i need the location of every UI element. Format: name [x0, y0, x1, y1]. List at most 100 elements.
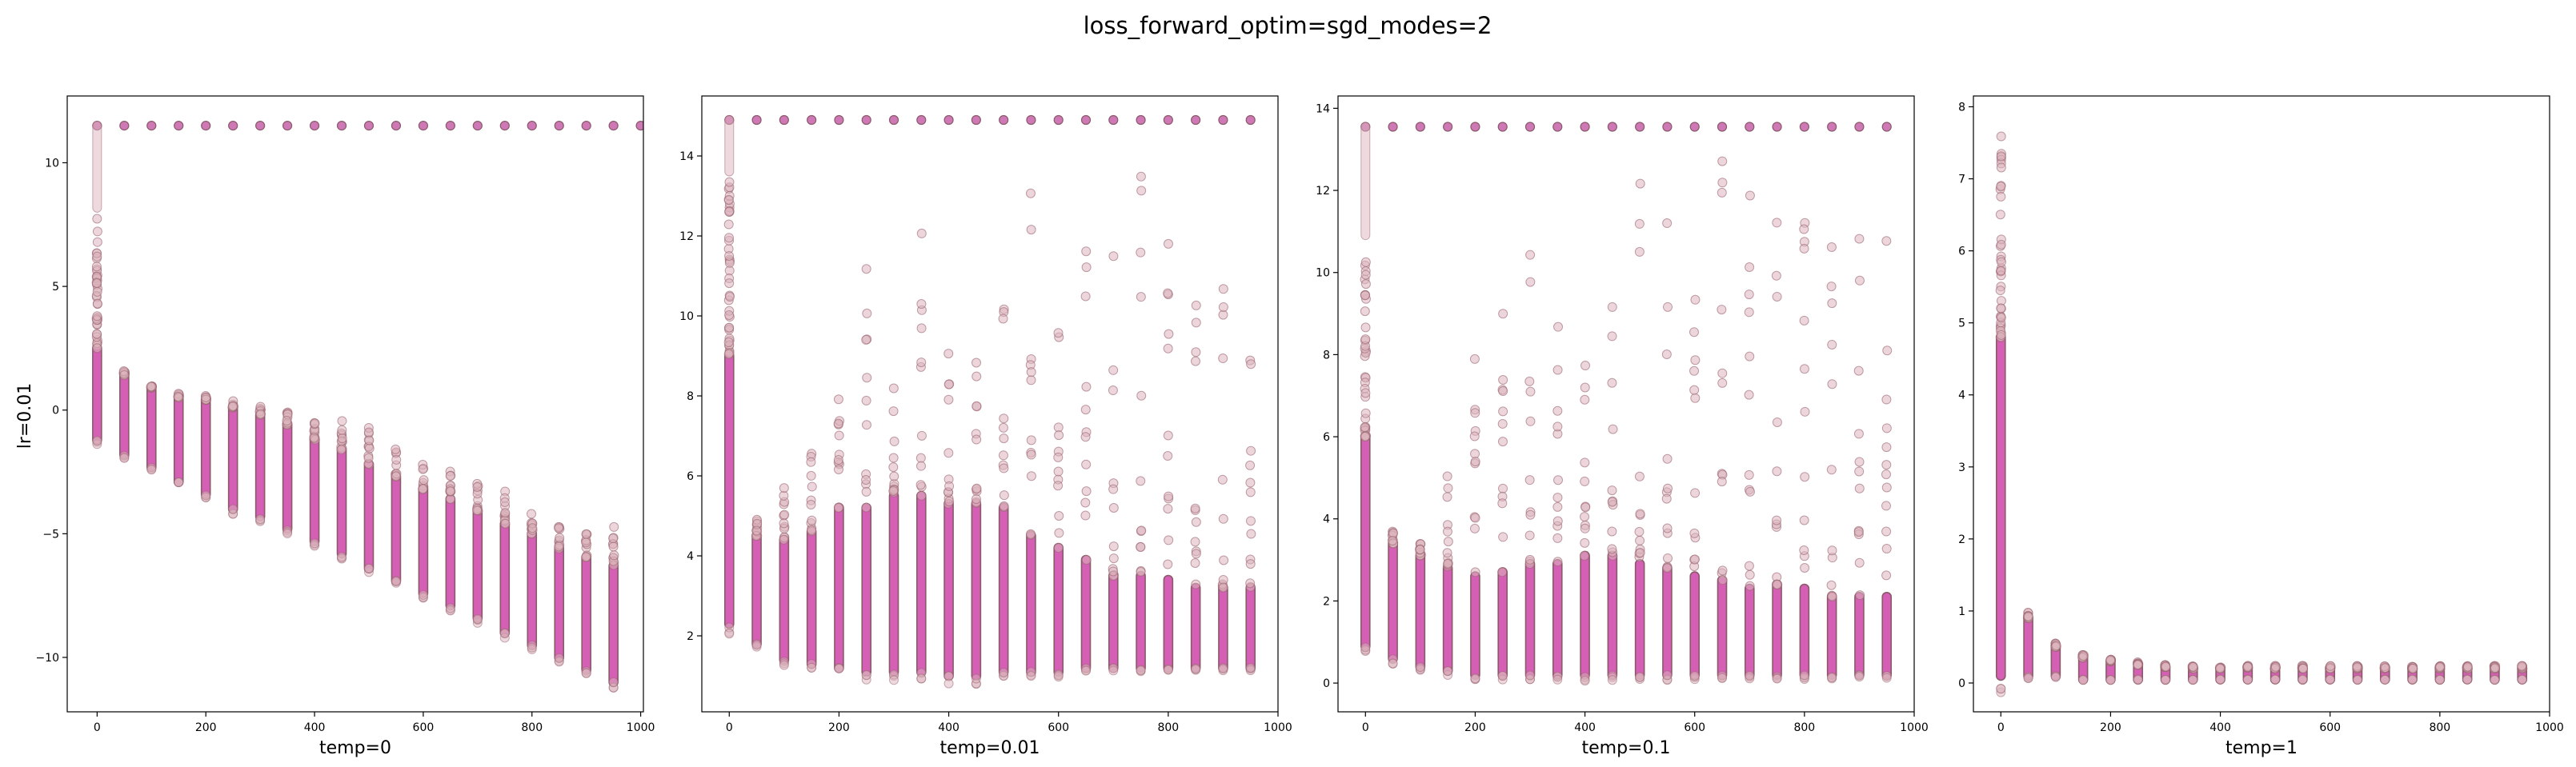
data-point: [1080, 510, 1091, 521]
data-point: [1081, 382, 1092, 392]
plateau-point: [971, 114, 981, 126]
data-point: [1443, 558, 1453, 569]
subplot-2: 0 200 400 600 800 1000 2 4 6 8 10 12 14 temp=0.01: [679, 95, 1292, 758]
plateau-point: [1607, 122, 1617, 132]
data-point: [916, 323, 927, 334]
data-point: [1717, 156, 1728, 166]
data-point: [1136, 525, 1147, 536]
plateau-point: [554, 121, 564, 131]
data-point: [861, 395, 871, 405]
data-point: [1580, 502, 1591, 513]
data-point: [1771, 270, 1781, 281]
data-point: [1218, 582, 1228, 593]
data-point: [2215, 674, 2225, 685]
data-point: [201, 490, 211, 501]
data-point: [1662, 563, 1673, 573]
plateau-point: [1470, 122, 1480, 132]
data-point: [282, 416, 292, 426]
data-point: [1388, 658, 1398, 669]
data-point: [1799, 670, 1809, 681]
data-point: [723, 337, 734, 347]
data-point: [1498, 406, 1508, 417]
y-tick-label: 2: [687, 630, 694, 643]
data-point: [862, 373, 872, 383]
data-point: [1524, 376, 1535, 386]
data-point: [1108, 385, 1118, 396]
y-tick-label: 1: [1958, 605, 1965, 618]
data-point: [861, 420, 871, 430]
data-point: [500, 518, 511, 529]
data-point: [724, 310, 735, 320]
data-point: [527, 523, 538, 533]
subplot-3: 0 200 400 600 800 1000 0 2 4 6 8 10 12 14 temp=0.1: [1316, 95, 1929, 758]
plateau-point: [581, 121, 591, 131]
data-point: [1163, 665, 1173, 675]
point-cluster: [1360, 431, 1371, 652]
data-point: [2490, 674, 2500, 685]
point-cluster: [1662, 563, 1673, 681]
data-point: [1164, 491, 1174, 501]
data-point: [500, 508, 511, 518]
point-cluster: [724, 115, 735, 177]
plateau-point: [1717, 122, 1728, 132]
data-point: [1826, 580, 1837, 590]
data-point: [1635, 672, 1645, 682]
plateau-point: [1662, 122, 1673, 132]
data-point: [1744, 307, 1754, 318]
data-point: [2380, 674, 2390, 685]
data-point: [336, 445, 347, 455]
x-tick-label: 0: [1362, 721, 1369, 734]
data-point: [1799, 224, 1809, 234]
plateau-point: [1799, 122, 1809, 132]
point-cluster: [1442, 563, 1453, 676]
data-point: [1136, 390, 1147, 401]
x-tick-label: 800: [521, 721, 543, 734]
data-point: [833, 502, 843, 513]
data-point: [1498, 309, 1508, 319]
point-cluster: [779, 534, 790, 665]
data-point: [1360, 431, 1370, 441]
axes-frame: [66, 95, 644, 713]
x-tick-label: 200: [195, 721, 217, 734]
data-point: [724, 292, 735, 302]
data-point: [91, 262, 102, 272]
y-tick-label: 4: [687, 550, 694, 563]
data-point: [1081, 554, 1092, 565]
point-cluster: [1689, 571, 1701, 681]
data-point: [807, 662, 817, 673]
data-point: [1054, 430, 1064, 441]
plateau-point: [1745, 122, 1755, 132]
data-point: [1855, 590, 1865, 601]
x-tick-label: 0: [1997, 721, 2005, 734]
data-point: [1827, 545, 1837, 556]
plateau-point: [635, 121, 643, 131]
data-point: [888, 462, 899, 473]
data-point: [1388, 536, 1398, 546]
data-point: [1164, 329, 1174, 339]
plateau-point: [527, 121, 537, 131]
data-point: [1443, 483, 1453, 493]
point-cluster: [1881, 591, 1893, 681]
data-point: [1996, 131, 2006, 142]
data-point: [1245, 663, 1256, 673]
data-point: [581, 529, 591, 539]
data-point: [1634, 526, 1645, 537]
data-point: [1053, 328, 1064, 338]
point-cluster: [1108, 570, 1119, 673]
data-point: [1580, 523, 1590, 533]
data-point: [723, 349, 734, 359]
data-point: [1663, 302, 1673, 312]
y-tick-label: 2: [1323, 595, 1330, 608]
y-tick-label: 7: [1958, 174, 1965, 186]
data-point: [1745, 670, 1755, 681]
data-point: [92, 251, 102, 262]
data-point: [1690, 355, 1701, 366]
y-tick-label: 6: [1958, 246, 1965, 258]
data-point: [1245, 487, 1256, 497]
data-point: [1772, 673, 1782, 684]
point-cluster: [227, 402, 238, 514]
data-point: [1881, 526, 1892, 537]
y-tick-label: 3: [1958, 461, 1965, 474]
x-tick-label: 800: [2429, 721, 2450, 734]
data-point: [1360, 257, 1371, 267]
